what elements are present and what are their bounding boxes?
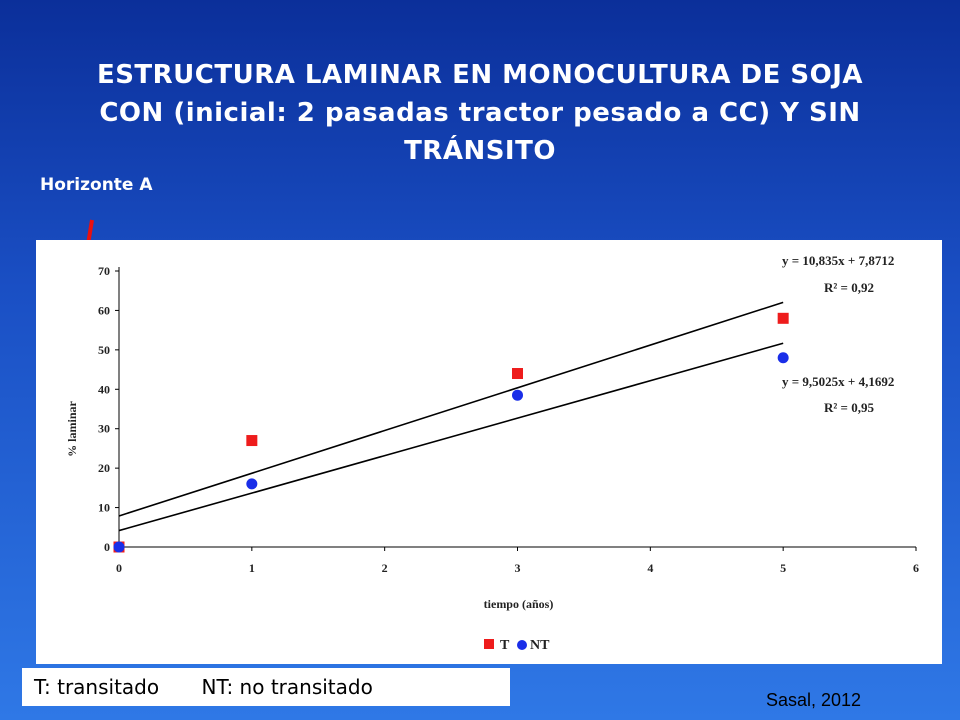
- trendline-t: [118, 301, 784, 517]
- y-tick-label: 10: [98, 501, 110, 515]
- x-tick-label: 6: [913, 561, 919, 575]
- equation-t: y = 10,835x + 7,8712: [782, 253, 894, 268]
- x-tick-label: 0: [116, 561, 122, 575]
- title-line-1: ESTRUCTURA LAMINAR EN MONOCULTURA DE SOJ…: [96, 60, 864, 90]
- x-tick-label: 4: [647, 561, 653, 575]
- y-tick-label: 50: [98, 343, 110, 357]
- legend-marker-nt: [517, 640, 527, 650]
- x-tick-label: 2: [382, 561, 388, 575]
- title-line-3: TRÁNSITO: [404, 136, 556, 166]
- y-tick-label: 40: [98, 382, 110, 396]
- point-nt: [777, 352, 789, 364]
- trendline-nt: [118, 342, 784, 532]
- point-t: [246, 435, 258, 447]
- x-tick-label: 5: [780, 561, 786, 575]
- point-t: [777, 312, 789, 324]
- chart-panel: 0 10 20 30 40 50 60 70 0 1 2 3 4 5 6 tiempo (años) % lam…: [36, 240, 942, 664]
- y-tick-label: 60: [98, 303, 110, 317]
- slide-title: ESTRUCTURA LAMINAR EN MONOCULTURA DE SOJ…: [0, 56, 960, 170]
- y-tick-label: 70: [98, 264, 110, 278]
- equation-nt: y = 9,5025x + 4,1692: [782, 374, 894, 389]
- y-tick-label: 20: [98, 461, 110, 475]
- y-tick-label: 30: [98, 422, 110, 436]
- x-axis-label: tiempo (años): [484, 597, 554, 611]
- legend-label-nt: NT: [530, 638, 550, 653]
- point-nt: [113, 541, 125, 553]
- point-t: [512, 368, 523, 380]
- legend-label-t: T: [500, 638, 510, 653]
- footnote-t-label: T: transitado: [34, 675, 160, 699]
- point-nt: [246, 478, 258, 490]
- r2-nt: R² = 0,95: [824, 400, 874, 415]
- scatter-chart: 0 10 20 30 40 50 60 70 0 1 2 3 4 5 6 tiempo (años) % lam…: [65, 253, 919, 653]
- y-axis-label: % laminar: [65, 400, 79, 456]
- legend-marker-t: [484, 639, 494, 649]
- source-citation: Sasal, 2012: [766, 690, 862, 710]
- title-line-2: CON (inicial: 2 pasadas tractor pesado a…: [99, 98, 861, 128]
- r2-t: R² = 0,92: [824, 280, 874, 295]
- y-tick-label: 0: [104, 540, 110, 554]
- x-tick-label: 1: [249, 561, 255, 575]
- horizonte-annotation: Horizonte A: [40, 175, 153, 195]
- x-tick-label: 3: [515, 561, 521, 575]
- footnote-box: T: transitado NT: no transitado: [22, 668, 510, 706]
- footnote-nt-label: NT: no transitado: [201, 675, 373, 699]
- point-nt: [512, 389, 523, 401]
